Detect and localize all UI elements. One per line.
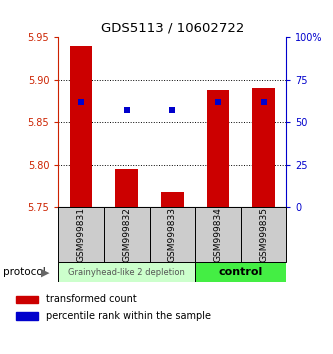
Text: GSM999835: GSM999835 (259, 207, 268, 262)
Point (261, 99, 266, 104)
Text: control: control (219, 267, 263, 277)
Text: ▶: ▶ (41, 267, 49, 277)
Bar (195, 207, 241, 262)
Bar (58, 262, 195, 282)
Text: Grainyhead-like 2 depletion: Grainyhead-like 2 depletion (68, 268, 185, 277)
Point (124, 107, 129, 113)
Bar (115, 169, 138, 207)
Bar (161, 192, 184, 207)
Point (79, 99, 84, 104)
Point (215, 99, 221, 104)
Bar (16, 312, 38, 320)
Bar (16, 296, 38, 303)
Point (170, 107, 175, 113)
Text: GSM999833: GSM999833 (168, 207, 177, 262)
Text: GSM999832: GSM999832 (122, 207, 131, 262)
Bar (58, 207, 104, 262)
Text: GSM999831: GSM999831 (77, 207, 86, 262)
Bar (206, 90, 229, 207)
Bar (241, 207, 286, 262)
Bar (195, 262, 286, 282)
Text: transformed count: transformed count (46, 295, 137, 304)
Bar (70, 46, 93, 207)
Text: GSM999834: GSM999834 (213, 207, 222, 262)
Text: percentile rank within the sample: percentile rank within the sample (46, 311, 211, 321)
Bar (252, 88, 275, 207)
Text: protocol: protocol (3, 267, 46, 277)
Bar (150, 207, 195, 262)
Title: GDS5113 / 10602722: GDS5113 / 10602722 (101, 22, 244, 35)
Bar (104, 207, 150, 262)
